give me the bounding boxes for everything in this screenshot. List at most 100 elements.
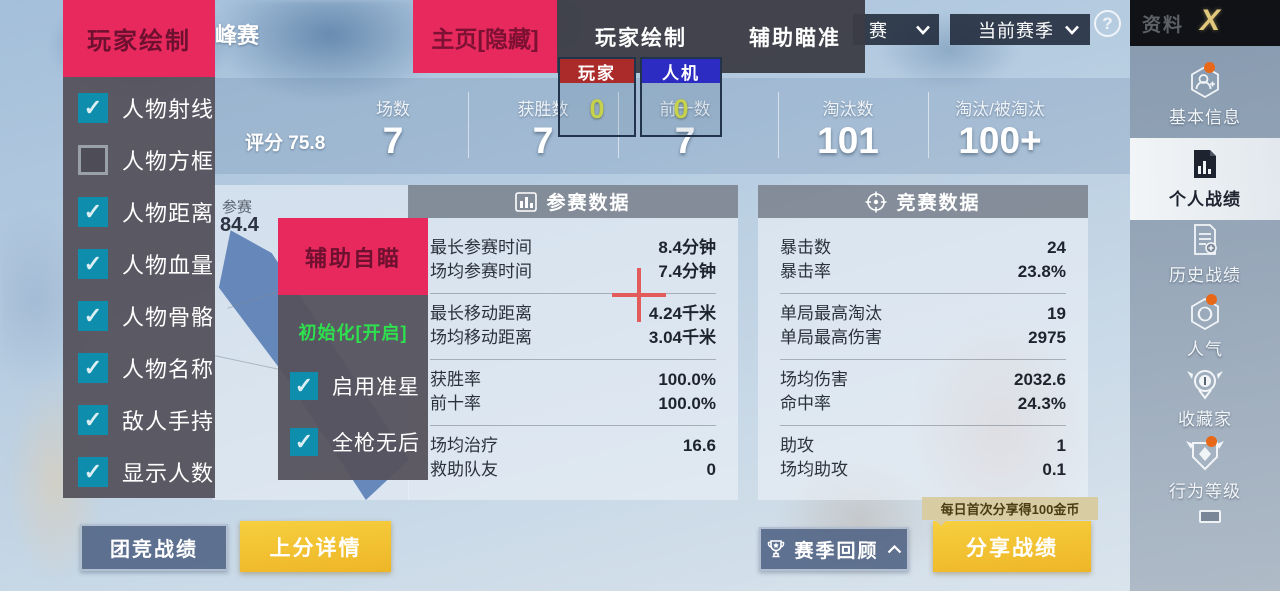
stat-value: 8.4分钟 — [658, 238, 716, 257]
competition-panel-header: 竞赛数据 — [758, 185, 1088, 218]
cheat-option-label: 人物名称 — [122, 357, 215, 382]
tooltip-arrow — [934, 519, 948, 526]
stat-label: 场均伤害 — [780, 370, 848, 389]
season-dropdown[interactable]: 当前赛季 — [950, 14, 1090, 45]
stat-label: 最长移动距离 — [430, 304, 532, 323]
stat-label: 获胜率 — [430, 370, 481, 389]
cheat-option-skeleton[interactable]: 人物骨骼 — [63, 290, 215, 342]
stat-value: 23.8% — [1017, 262, 1066, 281]
checkbox-checked[interactable] — [290, 372, 318, 400]
cheat-option-distance[interactable]: 人物距离 — [63, 186, 215, 238]
checkbox-checked[interactable] — [78, 93, 108, 123]
stat-value: 24.3% — [1017, 394, 1066, 413]
cheat-option-name[interactable]: 人物名称 — [63, 342, 215, 394]
player-counter-header[interactable]: 玩家 — [560, 59, 634, 83]
stat-value: 24 — [1047, 238, 1066, 257]
checkbox-checked[interactable] — [78, 301, 108, 331]
checkbox-unchecked[interactable] — [78, 145, 108, 175]
cheat-draw-panel: 玩家绘制 人物射线 人物方框 人物距离 人物血量 人物骨骼 — [63, 0, 215, 498]
sidebar-header: 资料 X — [1130, 0, 1280, 46]
cheat-option-ray[interactable]: 人物射线 — [63, 82, 215, 134]
player-counter-label: 玩家 — [578, 63, 616, 83]
cheat-option-box[interactable]: 人物方框 — [63, 134, 215, 186]
stat-value: 16.6 — [682, 436, 716, 455]
cheat-aim-panel-title[interactable]: 辅助自瞄 — [278, 218, 428, 295]
player-counter-box: 玩家 0 — [558, 57, 636, 137]
conduct-icon — [1130, 438, 1280, 474]
sidebar-item-conduct-level[interactable]: 行为等级 — [1130, 438, 1280, 502]
divider — [778, 92, 779, 158]
init-status-text[interactable]: 初始化[开启] — [298, 323, 408, 343]
stat-label: 场均助攻 — [780, 460, 848, 479]
close-icon[interactable]: X — [1200, 4, 1221, 37]
cheat-tab-draw[interactable]: 玩家绘制 — [595, 26, 687, 50]
stat-label: 命中率 — [780, 394, 831, 413]
rank-details-button[interactable]: 上分详情 — [240, 521, 391, 572]
divider — [468, 92, 469, 158]
collector-icon — [1130, 366, 1280, 402]
competition-data-panel: 竞赛数据 暴击数 24 暴击率 23.8% 单局最高淘汰 19 单局最高伤害 2975 … — [758, 185, 1088, 500]
stat-value: 0 — [706, 460, 716, 479]
stat-value: 19 — [1047, 304, 1066, 323]
cheat-option-label: 敌人手持 — [122, 409, 215, 434]
cheat-option-enemy-weapon[interactable]: 敌人手持 — [63, 394, 215, 446]
checkbox-checked[interactable] — [78, 249, 108, 279]
panel-title: 参赛数据 — [546, 193, 631, 214]
help-icon[interactable]: ? — [1094, 10, 1121, 37]
stat-group: 助攻 1 场均助攻 0.1 — [780, 425, 1066, 491]
stat-label: 暴击数 — [780, 238, 831, 257]
stat-group: 场均伤害 2032.6 命中率 24.3% — [780, 359, 1066, 425]
sidebar-item-popularity[interactable]: 人气 — [1130, 296, 1280, 360]
cheat-home-hide-button[interactable]: 主页[隐藏] — [413, 0, 557, 73]
mode-dropdown[interactable]: 赛 — [853, 14, 939, 45]
divider — [928, 92, 929, 158]
cheat-option-label: 全枪无后 — [332, 432, 420, 455]
stat-label: 救助队友 — [430, 460, 498, 479]
stat-group: 单局最高淘汰 19 单局最高伤害 2975 — [780, 293, 1066, 359]
checkbox-checked[interactable] — [78, 197, 108, 227]
checkbox-checked[interactable] — [78, 457, 108, 487]
checkbox-checked[interactable] — [78, 405, 108, 435]
share-record-button[interactable]: 分享战绩 — [933, 521, 1091, 572]
score-value: 75.8 — [288, 133, 326, 154]
radar-axis-value: 84.4 — [220, 214, 259, 236]
checkbox-checked[interactable] — [290, 428, 318, 456]
season-review-button[interactable]: 赛季回顾 — [759, 527, 909, 571]
share-reward-tooltip-text: 每日首次分享得100金币 — [940, 502, 1080, 517]
cheat-option-label: 人物方框 — [122, 149, 215, 174]
season-dropdown-label: 当前赛季 — [978, 20, 1054, 41]
notification-badge — [1204, 62, 1215, 73]
sidebar-item-collector[interactable]: 收藏家 — [1130, 366, 1280, 430]
cheat-option-player-count[interactable]: 显示人数 — [63, 446, 215, 498]
cheat-tab-aim[interactable]: 辅助瞄准 — [749, 26, 841, 50]
sidebar-item-basic-info[interactable]: 基本信息 — [1130, 64, 1280, 128]
checkbox-checked[interactable] — [78, 353, 108, 383]
crosshair-icon — [637, 268, 641, 322]
bot-counter-header[interactable]: 人机 — [642, 59, 720, 83]
stat-label: 场均治疗 — [430, 436, 498, 455]
sidebar-item-personal-record[interactable]: 个人战绩 — [1130, 138, 1280, 220]
stat-label: 场均移动距离 — [430, 328, 532, 347]
team-record-button[interactable]: 团竞战绩 — [80, 524, 228, 571]
sidebar-item-label: 人气 — [1187, 340, 1223, 359]
collapse-handle-icon[interactable] — [1199, 510, 1221, 523]
stat-value: 100.0% — [658, 370, 716, 389]
notification-badge — [1206, 436, 1217, 447]
bot-counter-label: 人机 — [662, 63, 700, 83]
cheat-draw-panel-title[interactable]: 玩家绘制 — [63, 0, 215, 77]
sidebar-item-history-record[interactable]: 历史战绩 — [1130, 222, 1280, 286]
profile-icon — [1130, 64, 1280, 100]
mode-dropdown-label: 赛 — [869, 20, 888, 41]
cheat-option-no-recoil[interactable]: 全枪无后 — [278, 427, 428, 457]
sidebar-item-label: 收藏家 — [1178, 410, 1232, 429]
sidebar-item-label: 基本信息 — [1169, 108, 1241, 127]
stat-label: 前十率 — [430, 394, 481, 413]
cheat-option-crosshair[interactable]: 启用准星 — [278, 371, 428, 401]
stat-kd: 淘汰/被淘汰 100+ — [955, 100, 1045, 161]
stat-label: 助攻 — [780, 436, 814, 455]
divider — [618, 92, 619, 158]
rank-details-label: 上分详情 — [269, 536, 362, 560]
bot-counter-box: 人机 0 — [640, 57, 722, 137]
notification-badge — [1206, 294, 1217, 305]
cheat-option-health[interactable]: 人物血量 — [63, 238, 215, 290]
